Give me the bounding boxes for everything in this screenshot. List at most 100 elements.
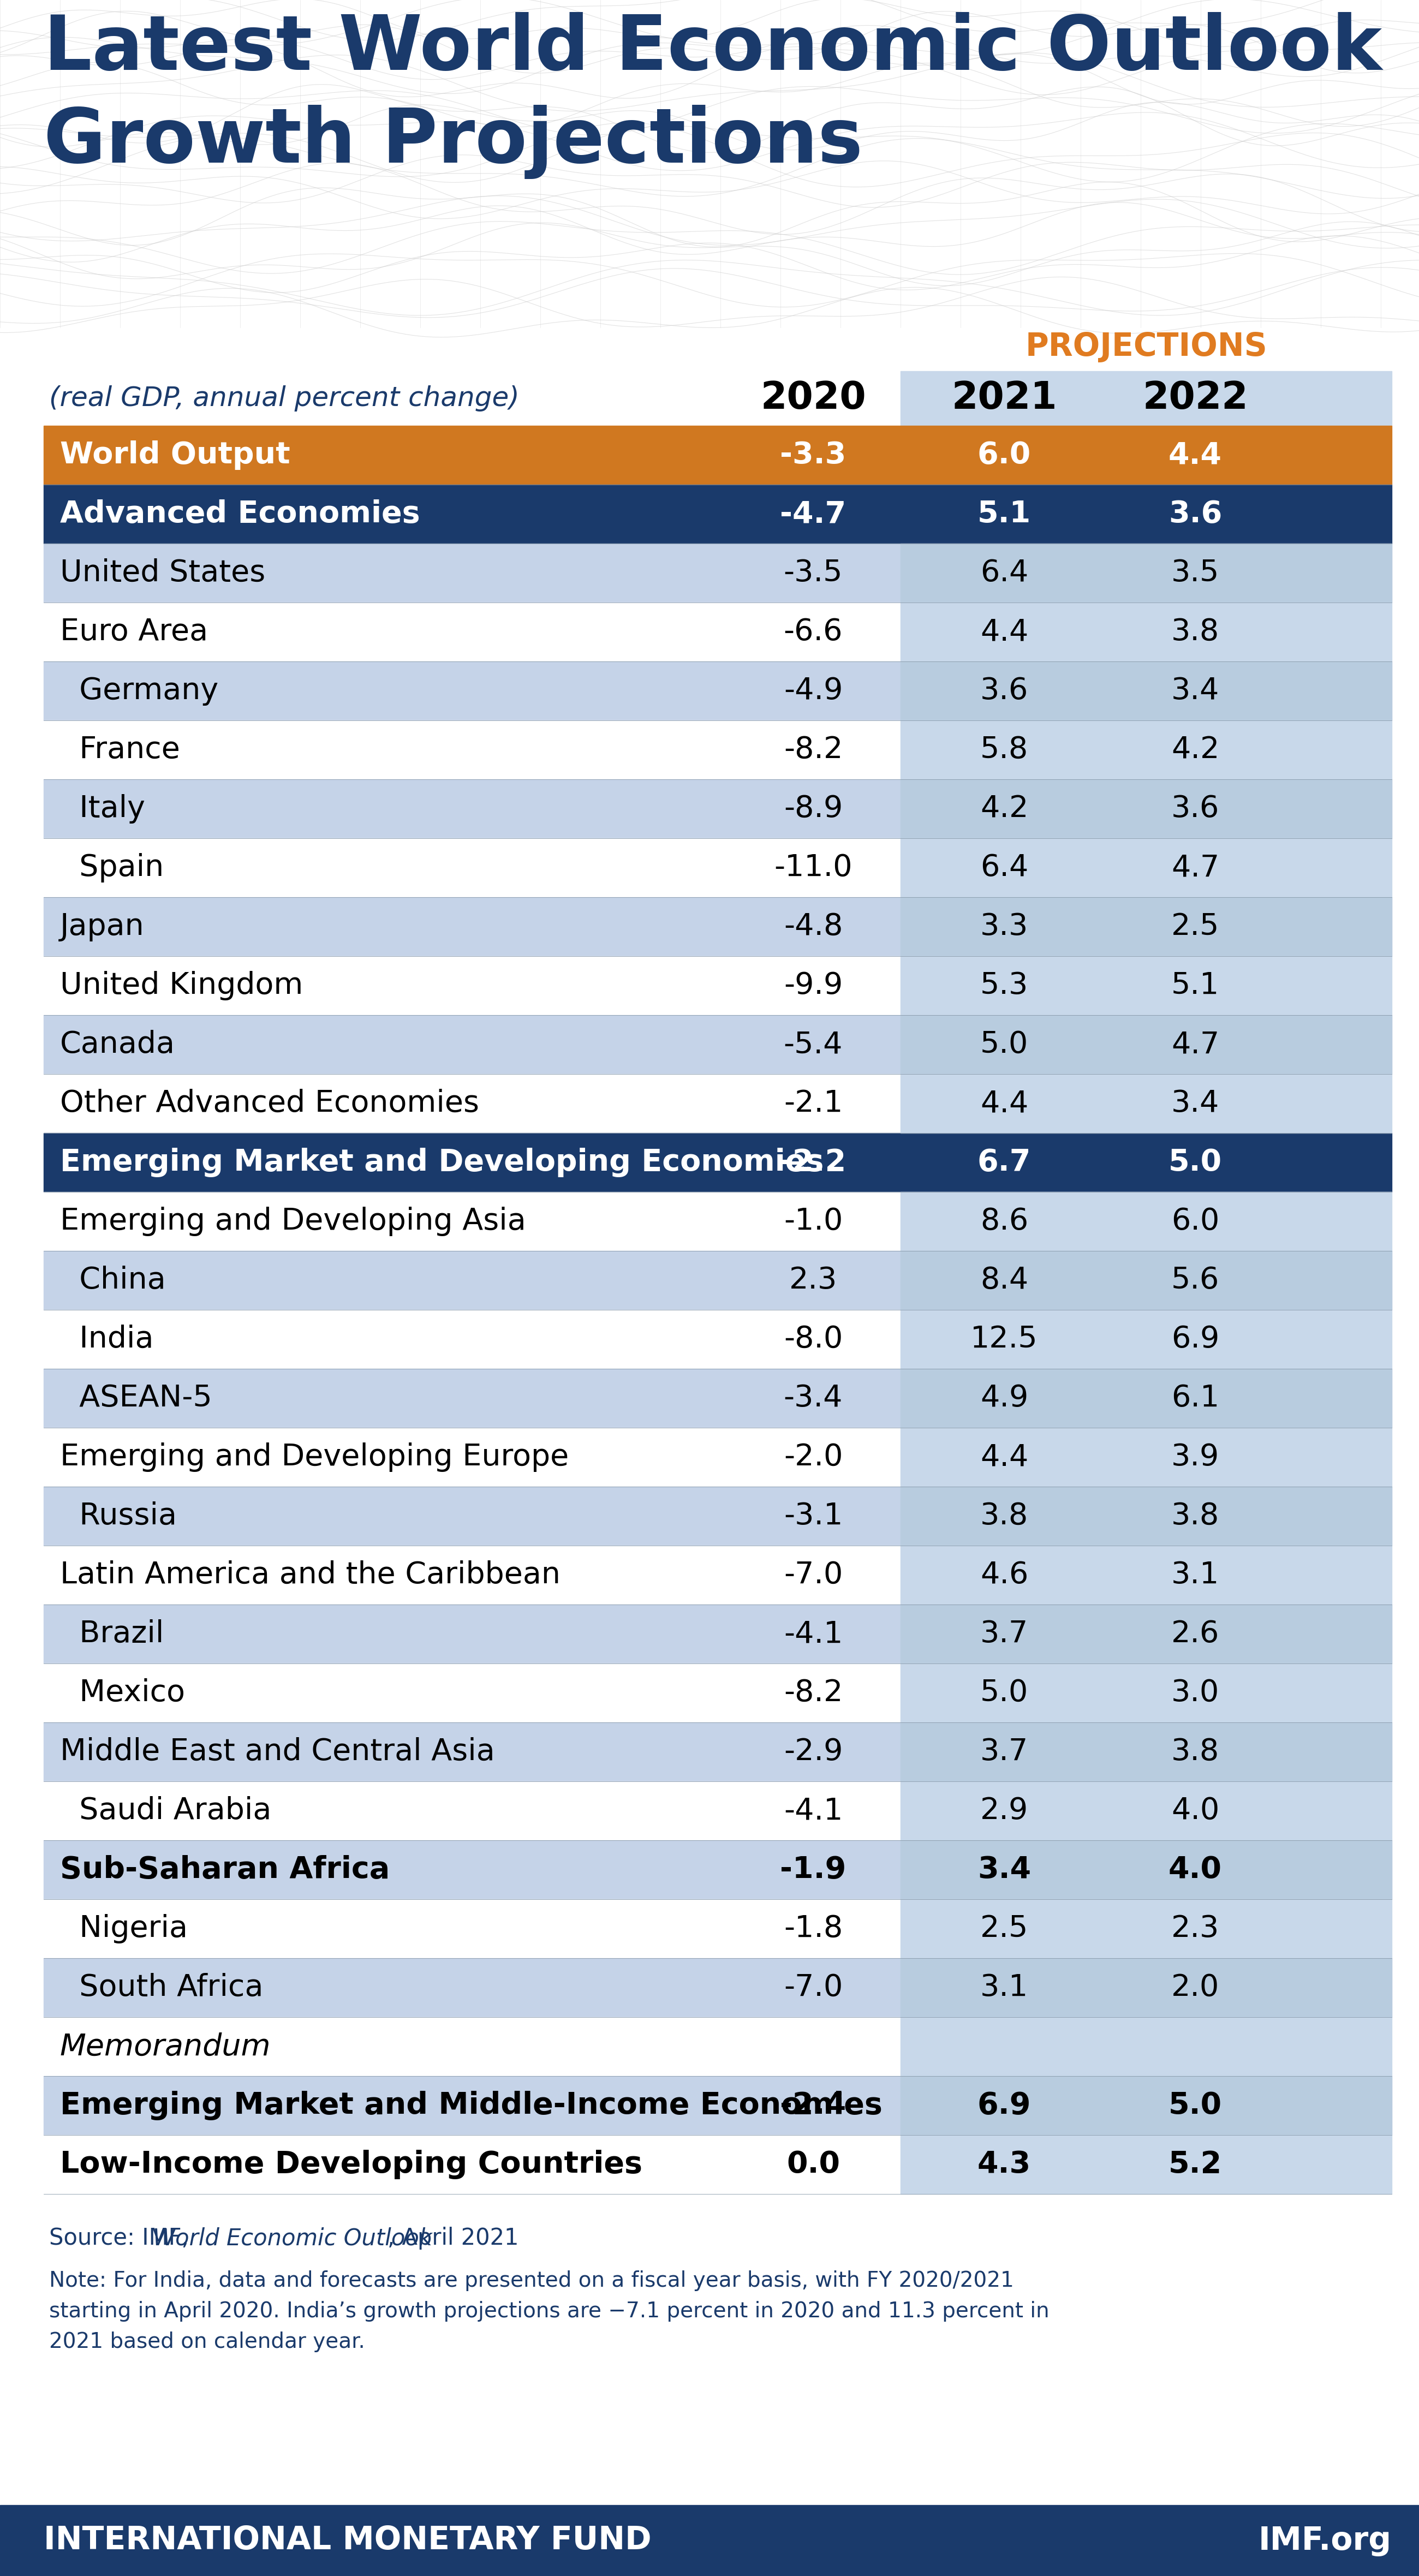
Text: 5.3: 5.3 bbox=[981, 971, 1029, 999]
Bar bbox=[901, 1899, 1392, 1958]
Text: -3.4: -3.4 bbox=[783, 1383, 843, 1414]
Text: 4.4: 4.4 bbox=[981, 618, 1029, 647]
Bar bbox=[901, 1368, 1392, 1427]
Bar bbox=[901, 837, 1392, 896]
Text: India: India bbox=[60, 1324, 153, 1355]
Text: 3.7: 3.7 bbox=[981, 1620, 1029, 1649]
Text: 4.0: 4.0 bbox=[1171, 1795, 1219, 1826]
Bar bbox=[901, 1193, 1392, 1252]
Bar bbox=[0, 2504, 1419, 2576]
Text: 3.6: 3.6 bbox=[1168, 500, 1222, 528]
Text: -6.6: -6.6 bbox=[783, 618, 843, 647]
Text: 6.9: 6.9 bbox=[1171, 1324, 1219, 1355]
Text: 12.5: 12.5 bbox=[971, 1324, 1037, 1355]
Text: (real GDP, annual percent change): (real GDP, annual percent change) bbox=[50, 386, 519, 412]
Text: -1.8: -1.8 bbox=[783, 1914, 843, 1942]
Bar bbox=[44, 1309, 1392, 1368]
Text: 3.4: 3.4 bbox=[978, 1855, 1032, 1886]
Text: 2.3: 2.3 bbox=[789, 1265, 837, 1296]
Text: -8.2: -8.2 bbox=[783, 734, 843, 765]
Text: Emerging Market and Developing Economies: Emerging Market and Developing Economies bbox=[60, 1149, 824, 1177]
Text: -4.7: -4.7 bbox=[780, 500, 846, 528]
Bar bbox=[44, 1605, 1392, 1664]
Text: Germany: Germany bbox=[60, 677, 219, 706]
Text: 2.6: 2.6 bbox=[1171, 1620, 1219, 1649]
Bar bbox=[901, 1546, 1392, 1605]
Text: 5.2: 5.2 bbox=[1168, 2151, 1222, 2179]
Text: 3.5: 3.5 bbox=[1171, 559, 1219, 587]
Text: 5.0: 5.0 bbox=[1168, 1149, 1222, 1177]
Text: 2020: 2020 bbox=[761, 381, 866, 417]
Bar bbox=[44, 2017, 1392, 2076]
Bar bbox=[44, 1252, 1392, 1309]
Text: 6.0: 6.0 bbox=[1171, 1206, 1219, 1236]
Text: 6.7: 6.7 bbox=[978, 1149, 1032, 1177]
Text: Emerging and Developing Asia: Emerging and Developing Asia bbox=[60, 1206, 526, 1236]
Bar bbox=[901, 544, 1392, 603]
Text: -4.8: -4.8 bbox=[783, 912, 843, 940]
Text: Source: IMF,: Source: IMF, bbox=[50, 2226, 196, 2249]
Text: World Economic Outlook: World Economic Outlook bbox=[153, 2226, 433, 2249]
Text: -3.3: -3.3 bbox=[780, 440, 846, 469]
Bar bbox=[44, 1427, 1392, 1486]
Text: -4.1: -4.1 bbox=[783, 1795, 843, 1826]
Text: United States: United States bbox=[60, 559, 265, 587]
Bar bbox=[901, 1723, 1392, 1783]
Bar bbox=[44, 1193, 1392, 1252]
Text: 3.9: 3.9 bbox=[1171, 1443, 1219, 1471]
Text: 5.6: 5.6 bbox=[1171, 1265, 1219, 1296]
Text: 3.1: 3.1 bbox=[981, 1973, 1029, 2002]
Text: -2.2: -2.2 bbox=[780, 1149, 846, 1177]
Text: Note: For India, data and forecasts are presented on a fiscal year basis, with F: Note: For India, data and forecasts are … bbox=[50, 2269, 1049, 2352]
Bar bbox=[901, 603, 1392, 662]
Text: INTERNATIONAL MONETARY FUND: INTERNATIONAL MONETARY FUND bbox=[44, 2524, 651, 2555]
Bar bbox=[901, 1839, 1392, 1899]
Text: Russia: Russia bbox=[60, 1502, 177, 1530]
Text: 4.6: 4.6 bbox=[981, 1561, 1029, 1589]
Bar bbox=[44, 1839, 1392, 1899]
Text: 8.6: 8.6 bbox=[981, 1206, 1029, 1236]
Text: 4.3: 4.3 bbox=[978, 2151, 1032, 2179]
Bar bbox=[44, 1958, 1392, 2017]
Text: 6.0: 6.0 bbox=[978, 440, 1032, 469]
Text: 2.0: 2.0 bbox=[1171, 1973, 1219, 2002]
Text: 6.9: 6.9 bbox=[978, 2092, 1032, 2120]
Bar bbox=[901, 1783, 1392, 1839]
Bar bbox=[44, 1486, 1392, 1546]
Text: 2.9: 2.9 bbox=[981, 1795, 1029, 1826]
Text: 6.1: 6.1 bbox=[1171, 1383, 1219, 1414]
Bar bbox=[901, 1427, 1392, 1486]
Bar bbox=[44, 1015, 1392, 1074]
Text: -5.4: -5.4 bbox=[783, 1030, 843, 1059]
Text: South Africa: South Africa bbox=[60, 1973, 264, 2002]
Text: France: France bbox=[60, 734, 180, 765]
Text: -3.5: -3.5 bbox=[783, 559, 843, 587]
Text: 2.3: 2.3 bbox=[1171, 1914, 1219, 1942]
Text: -8.2: -8.2 bbox=[783, 1677, 843, 1708]
Bar bbox=[44, 956, 1392, 1015]
Text: PROJECTIONS: PROJECTIONS bbox=[1025, 330, 1267, 363]
Text: 5.0: 5.0 bbox=[981, 1677, 1029, 1708]
Text: -4.1: -4.1 bbox=[783, 1620, 843, 1649]
Text: 3.3: 3.3 bbox=[981, 912, 1029, 940]
Text: 3.6: 3.6 bbox=[1171, 793, 1219, 824]
Text: 4.4: 4.4 bbox=[981, 1090, 1029, 1118]
Bar bbox=[44, 1723, 1392, 1783]
Bar bbox=[44, 1783, 1392, 1839]
Bar bbox=[44, 1664, 1392, 1723]
Bar bbox=[901, 896, 1392, 956]
Text: 3.0: 3.0 bbox=[1171, 1677, 1219, 1708]
Text: 3.4: 3.4 bbox=[1171, 1090, 1219, 1118]
Text: Memorandum: Memorandum bbox=[60, 2032, 271, 2061]
Text: 6.4: 6.4 bbox=[981, 853, 1029, 884]
Text: -9.9: -9.9 bbox=[783, 971, 843, 999]
Text: 5.8: 5.8 bbox=[981, 734, 1029, 765]
Text: 4.4: 4.4 bbox=[1168, 440, 1222, 469]
Text: -7.0: -7.0 bbox=[783, 1561, 843, 1589]
Text: Japan: Japan bbox=[60, 912, 145, 940]
Text: China: China bbox=[60, 1265, 166, 1296]
Bar bbox=[901, 1074, 1392, 1133]
Text: 8.4: 8.4 bbox=[981, 1265, 1029, 1296]
Bar bbox=[44, 781, 1392, 837]
Text: United Kingdom: United Kingdom bbox=[60, 971, 304, 999]
